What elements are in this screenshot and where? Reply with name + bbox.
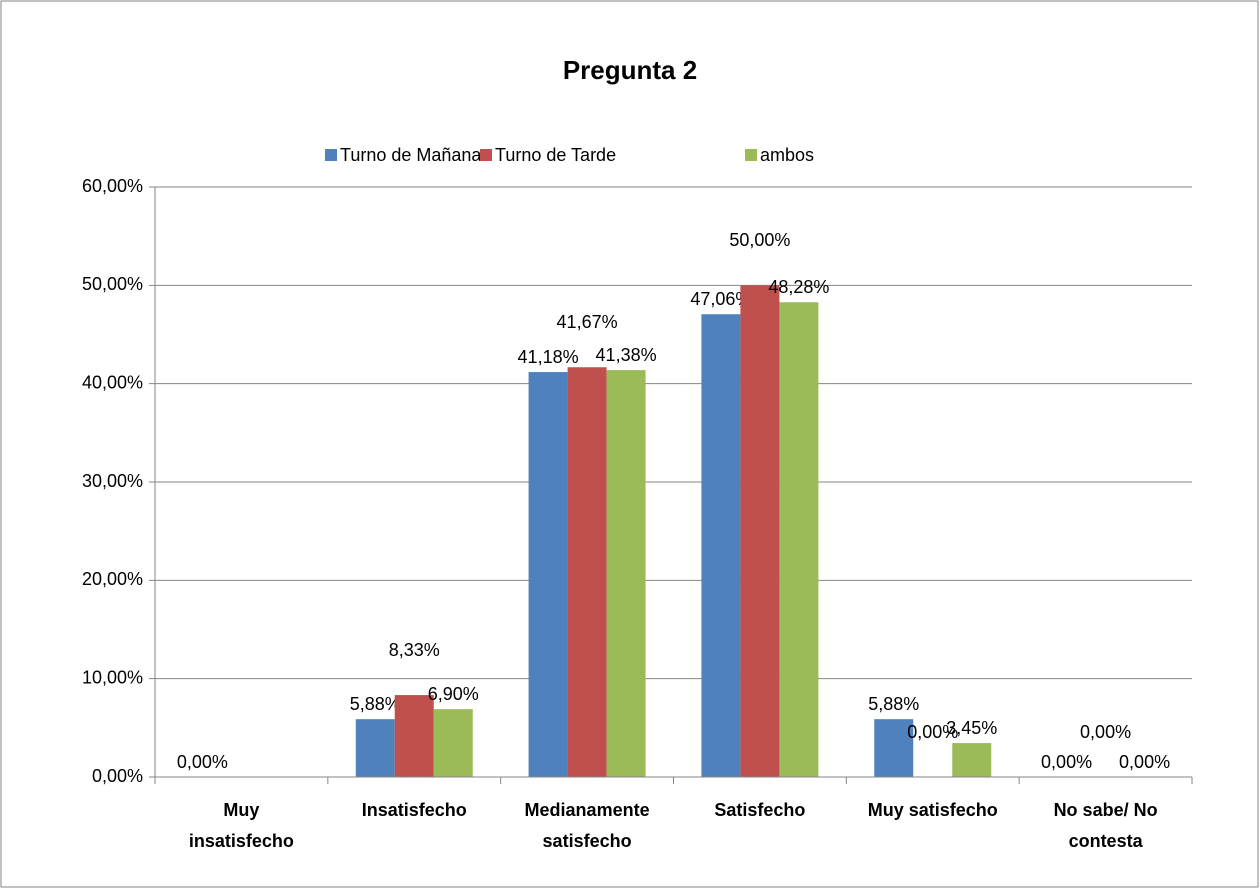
y-tick-label: 60,00% <box>82 176 143 196</box>
x-tick-label: Satisfecho <box>714 800 805 820</box>
y-tick-label: 10,00% <box>82 667 143 687</box>
legend-label: Turno de Mañana <box>340 145 482 165</box>
bar <box>433 709 473 777</box>
bar <box>355 719 395 777</box>
legend-swatch <box>480 149 492 161</box>
data-label: 41,18% <box>518 347 579 367</box>
legend-label: ambos <box>760 145 814 165</box>
x-tick-label: Muy satisfecho <box>868 800 998 820</box>
data-label: 47,06% <box>690 289 751 309</box>
bar <box>567 367 607 777</box>
data-label: 6,90% <box>428 684 479 704</box>
data-label: 8,33% <box>389 640 440 660</box>
bar <box>952 743 992 777</box>
data-label: 41,67% <box>557 312 618 332</box>
data-label: 41,38% <box>596 345 657 365</box>
x-tick-label: No sabe/ No contesta <box>1054 800 1158 851</box>
data-label: 0,00% <box>907 722 958 742</box>
bar <box>394 695 434 777</box>
legend-swatch <box>325 149 337 161</box>
legend-label: Turno de Tarde <box>495 145 616 165</box>
data-label: 50,00% <box>729 230 790 250</box>
data-label: 5,88% <box>868 694 919 714</box>
data-label: 5,88% <box>350 694 401 714</box>
x-tick-label: Medianamente satisfecho <box>525 800 650 851</box>
y-tick-label: 40,00% <box>82 372 143 392</box>
bar <box>606 370 646 777</box>
bar <box>528 372 568 777</box>
data-label: 0,00% <box>1041 752 1092 772</box>
y-tick-label: 30,00% <box>82 471 143 491</box>
data-label: 48,28% <box>768 277 829 297</box>
bar <box>779 302 819 777</box>
data-label: 0,00% <box>177 752 228 772</box>
x-tick-label: Muy insatisfecho <box>189 800 294 851</box>
bar <box>740 285 780 777</box>
bar <box>701 314 741 777</box>
legend-swatch <box>745 149 757 161</box>
chart-title: Pregunta 2 <box>563 55 697 85</box>
data-label: 0,00% <box>1119 752 1170 772</box>
y-tick-label: 50,00% <box>82 274 143 294</box>
data-label: 0,00% <box>1080 722 1131 742</box>
y-tick-label: 0,00% <box>92 766 143 786</box>
y-tick-label: 20,00% <box>82 569 143 589</box>
x-tick-label: Insatisfecho <box>362 800 467 820</box>
data-label: 3,45% <box>946 718 997 738</box>
bar <box>874 719 914 777</box>
